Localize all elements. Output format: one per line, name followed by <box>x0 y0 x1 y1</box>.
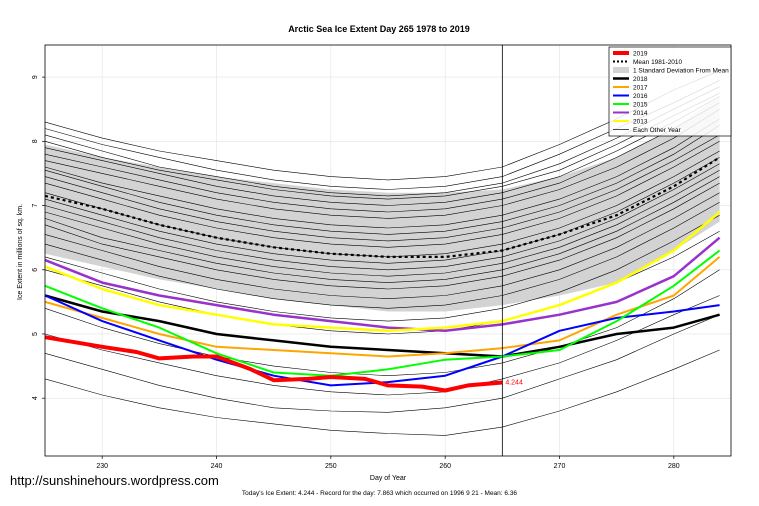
series-line-2017 <box>44 256 721 358</box>
y-axis-ticks: 4 5 6 7 8 9 <box>32 75 45 400</box>
other-year-line <box>44 182 720 290</box>
legend-label: 2014 <box>633 110 648 117</box>
other-year-line <box>44 202 720 309</box>
x-tick-label: 260 <box>439 463 451 470</box>
other-year-line <box>44 192 720 300</box>
legend-box <box>608 46 732 137</box>
series-line-2019 <box>44 335 503 393</box>
other-year-line <box>44 295 720 396</box>
y-tick-label: 9 <box>32 75 39 79</box>
other-year-line <box>44 118 720 229</box>
legend-label: 2017 <box>633 84 648 91</box>
legend-swatch-band <box>613 67 629 73</box>
footer-stats: Today's Ice Extent: 4.244 - Record for t… <box>241 490 518 497</box>
other-year-line <box>44 86 720 197</box>
legend-label: 1 Standard Deviation From Mean <box>633 67 729 74</box>
series-line-2014 <box>44 236 721 333</box>
other-year-line <box>44 96 720 206</box>
legend-label: Each Other Year <box>633 127 682 134</box>
x-tick-label: 270 <box>554 463 566 470</box>
x-tick-label: 240 <box>211 463 223 470</box>
series-lines <box>44 211 721 393</box>
y-tick-label: 5 <box>32 332 39 336</box>
y-tick-label: 7 <box>32 204 39 208</box>
other-year-line <box>44 169 720 277</box>
other-year-line <box>44 163 720 271</box>
other-year-line <box>44 176 720 283</box>
mean-line-group <box>44 156 721 258</box>
x-tick-label: 280 <box>668 463 680 470</box>
other-year-line <box>44 125 720 235</box>
legend-label: 2018 <box>633 76 648 83</box>
other-year-line <box>44 134 720 242</box>
x-axis-label: Day of Year <box>370 475 407 482</box>
current-value-label: 4.244 <box>505 380 523 387</box>
other-year-line <box>44 102 720 213</box>
other-year-line <box>44 349 720 436</box>
series-line-2013 <box>44 211 721 333</box>
legend-label: 2016 <box>633 93 648 100</box>
y-tick-label: 4 <box>32 396 39 400</box>
x-tick-label: 250 <box>325 463 337 470</box>
series-line-2018 <box>44 294 720 358</box>
legend-label: Mean 1981-2010 <box>633 59 683 66</box>
x-tick-label: 230 <box>96 463 108 470</box>
y-tick-label: 6 <box>32 268 39 272</box>
y-axis-label: Ice Extent in millions of sq. km. <box>17 204 24 300</box>
series-line-2015 <box>44 249 721 377</box>
other-year-line <box>44 214 720 322</box>
series-line-2016 <box>44 294 720 387</box>
y-tick-label: 8 <box>32 139 39 143</box>
std-dev-area <box>45 96 720 312</box>
mean-line <box>44 156 721 258</box>
other-year-line <box>44 157 720 264</box>
legend-label: 2013 <box>633 118 648 125</box>
other-year-line <box>44 141 720 248</box>
legend-label: 2015 <box>633 101 648 108</box>
other-year-line <box>44 314 720 413</box>
other-year-line <box>44 269 720 377</box>
other-year-line <box>44 92 720 200</box>
std-dev-band <box>45 96 720 312</box>
day-marker-group: 4.244 <box>501 45 523 456</box>
plot-frame <box>44 44 732 457</box>
chart-title: Arctic Sea Ice Extent Day 265 1978 to 20… <box>288 24 470 34</box>
other-year-line <box>44 108 720 219</box>
legend-label: 2019 <box>633 50 648 57</box>
x-axis-ticks: 230 240 250 260 270 280 <box>96 456 680 470</box>
watermark-url: http://sunshinehours.wordpress.com <box>10 473 219 488</box>
